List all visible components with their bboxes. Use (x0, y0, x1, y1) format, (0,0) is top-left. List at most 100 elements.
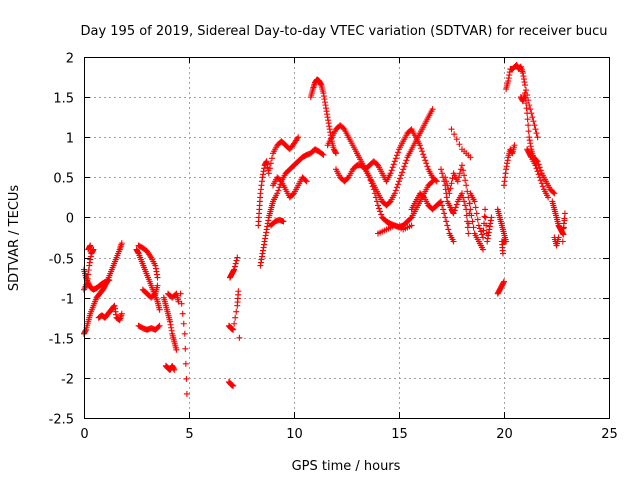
data-point (555, 234, 562, 241)
data-point (455, 174, 462, 181)
data-point (439, 202, 446, 209)
data-point (499, 250, 506, 257)
data-point (534, 134, 541, 141)
data-point (550, 189, 557, 196)
data-point (464, 188, 471, 195)
data-point (266, 165, 273, 172)
data-point (438, 198, 444, 205)
data-point (403, 157, 410, 164)
data-point (118, 310, 125, 317)
data-point (320, 151, 327, 158)
data-point (459, 190, 465, 197)
data-point (392, 187, 399, 194)
y-tick-label: -1.5 (49, 333, 74, 348)
data-point (524, 110, 531, 117)
data-point (480, 246, 486, 253)
data-point (476, 225, 483, 232)
data-point (460, 167, 467, 174)
x-axis-label: GPS time / hours (292, 459, 401, 474)
data-point (265, 170, 272, 177)
data-point (432, 177, 439, 184)
data-point (370, 186, 377, 193)
data-point (417, 142, 423, 149)
data-point (233, 257, 240, 264)
data-point (436, 199, 443, 206)
data-point (373, 198, 380, 205)
data-point (303, 178, 310, 185)
data-point (376, 205, 383, 212)
data-point (482, 206, 489, 213)
data-point (527, 106, 534, 113)
data-point (465, 220, 472, 227)
data-point (378, 211, 385, 218)
x-tick-label: 0 (80, 427, 88, 442)
data-point (407, 215, 414, 222)
data-point (448, 180, 455, 187)
data-point (441, 210, 448, 217)
data-point (154, 282, 161, 289)
data-point (466, 200, 473, 207)
y-tick-label: 1.5 (53, 92, 74, 107)
data-point (536, 174, 543, 181)
data-point (524, 116, 531, 123)
data-point (366, 174, 373, 181)
data-point (471, 198, 478, 205)
data-point (501, 278, 507, 285)
data-point (421, 154, 428, 161)
data-point (478, 231, 485, 238)
data-point (402, 160, 409, 167)
data-point (532, 126, 539, 133)
data-point (450, 238, 457, 245)
data-point (177, 290, 184, 297)
data-point (456, 141, 463, 148)
data-point (391, 158, 398, 165)
data-point (469, 218, 476, 225)
data-point (386, 199, 393, 206)
data-point (472, 204, 479, 211)
data-point (535, 171, 542, 178)
data-point (453, 136, 460, 143)
data-point (295, 134, 302, 141)
data-point (468, 212, 475, 219)
y-axis-label: SDTVAR / TECUs (7, 185, 22, 292)
data-point (118, 240, 125, 247)
data-point (534, 168, 541, 175)
y-tick-label: -2 (61, 373, 74, 388)
data-point (420, 193, 427, 200)
data-point (268, 155, 275, 162)
data-point (559, 238, 566, 245)
data-point (445, 226, 452, 233)
data-point (400, 166, 407, 173)
data-point (371, 190, 378, 197)
data-point (234, 254, 241, 261)
data-point (533, 165, 540, 172)
data-point (393, 152, 400, 159)
y-tick-label: 1 (66, 132, 74, 147)
data-point (419, 148, 426, 155)
data-point (444, 182, 451, 189)
data-point (475, 222, 482, 229)
data-point (481, 213, 488, 220)
data-point (456, 170, 463, 177)
data-point (474, 216, 481, 223)
data-point (523, 100, 530, 107)
data-point (523, 105, 530, 112)
data-point (178, 300, 185, 307)
data-point (340, 125, 347, 132)
data-point (483, 222, 490, 229)
y-tick-label: -2.5 (49, 413, 74, 428)
data-point (462, 202, 469, 209)
data-point (289, 142, 296, 149)
data-point (230, 326, 237, 333)
x-axis: 0 5 10 15 20 25 (80, 57, 618, 442)
data-point (235, 288, 242, 295)
chart-title: Day 195 of 2019, Sidereal Day-to-day VTE… (80, 24, 607, 39)
data-point (182, 360, 189, 367)
data-point (87, 242, 94, 249)
data-point (453, 201, 460, 208)
data-point (183, 375, 190, 382)
data-point (525, 128, 532, 135)
data-point (535, 161, 542, 168)
data-point (106, 277, 113, 284)
data-point (536, 164, 543, 171)
